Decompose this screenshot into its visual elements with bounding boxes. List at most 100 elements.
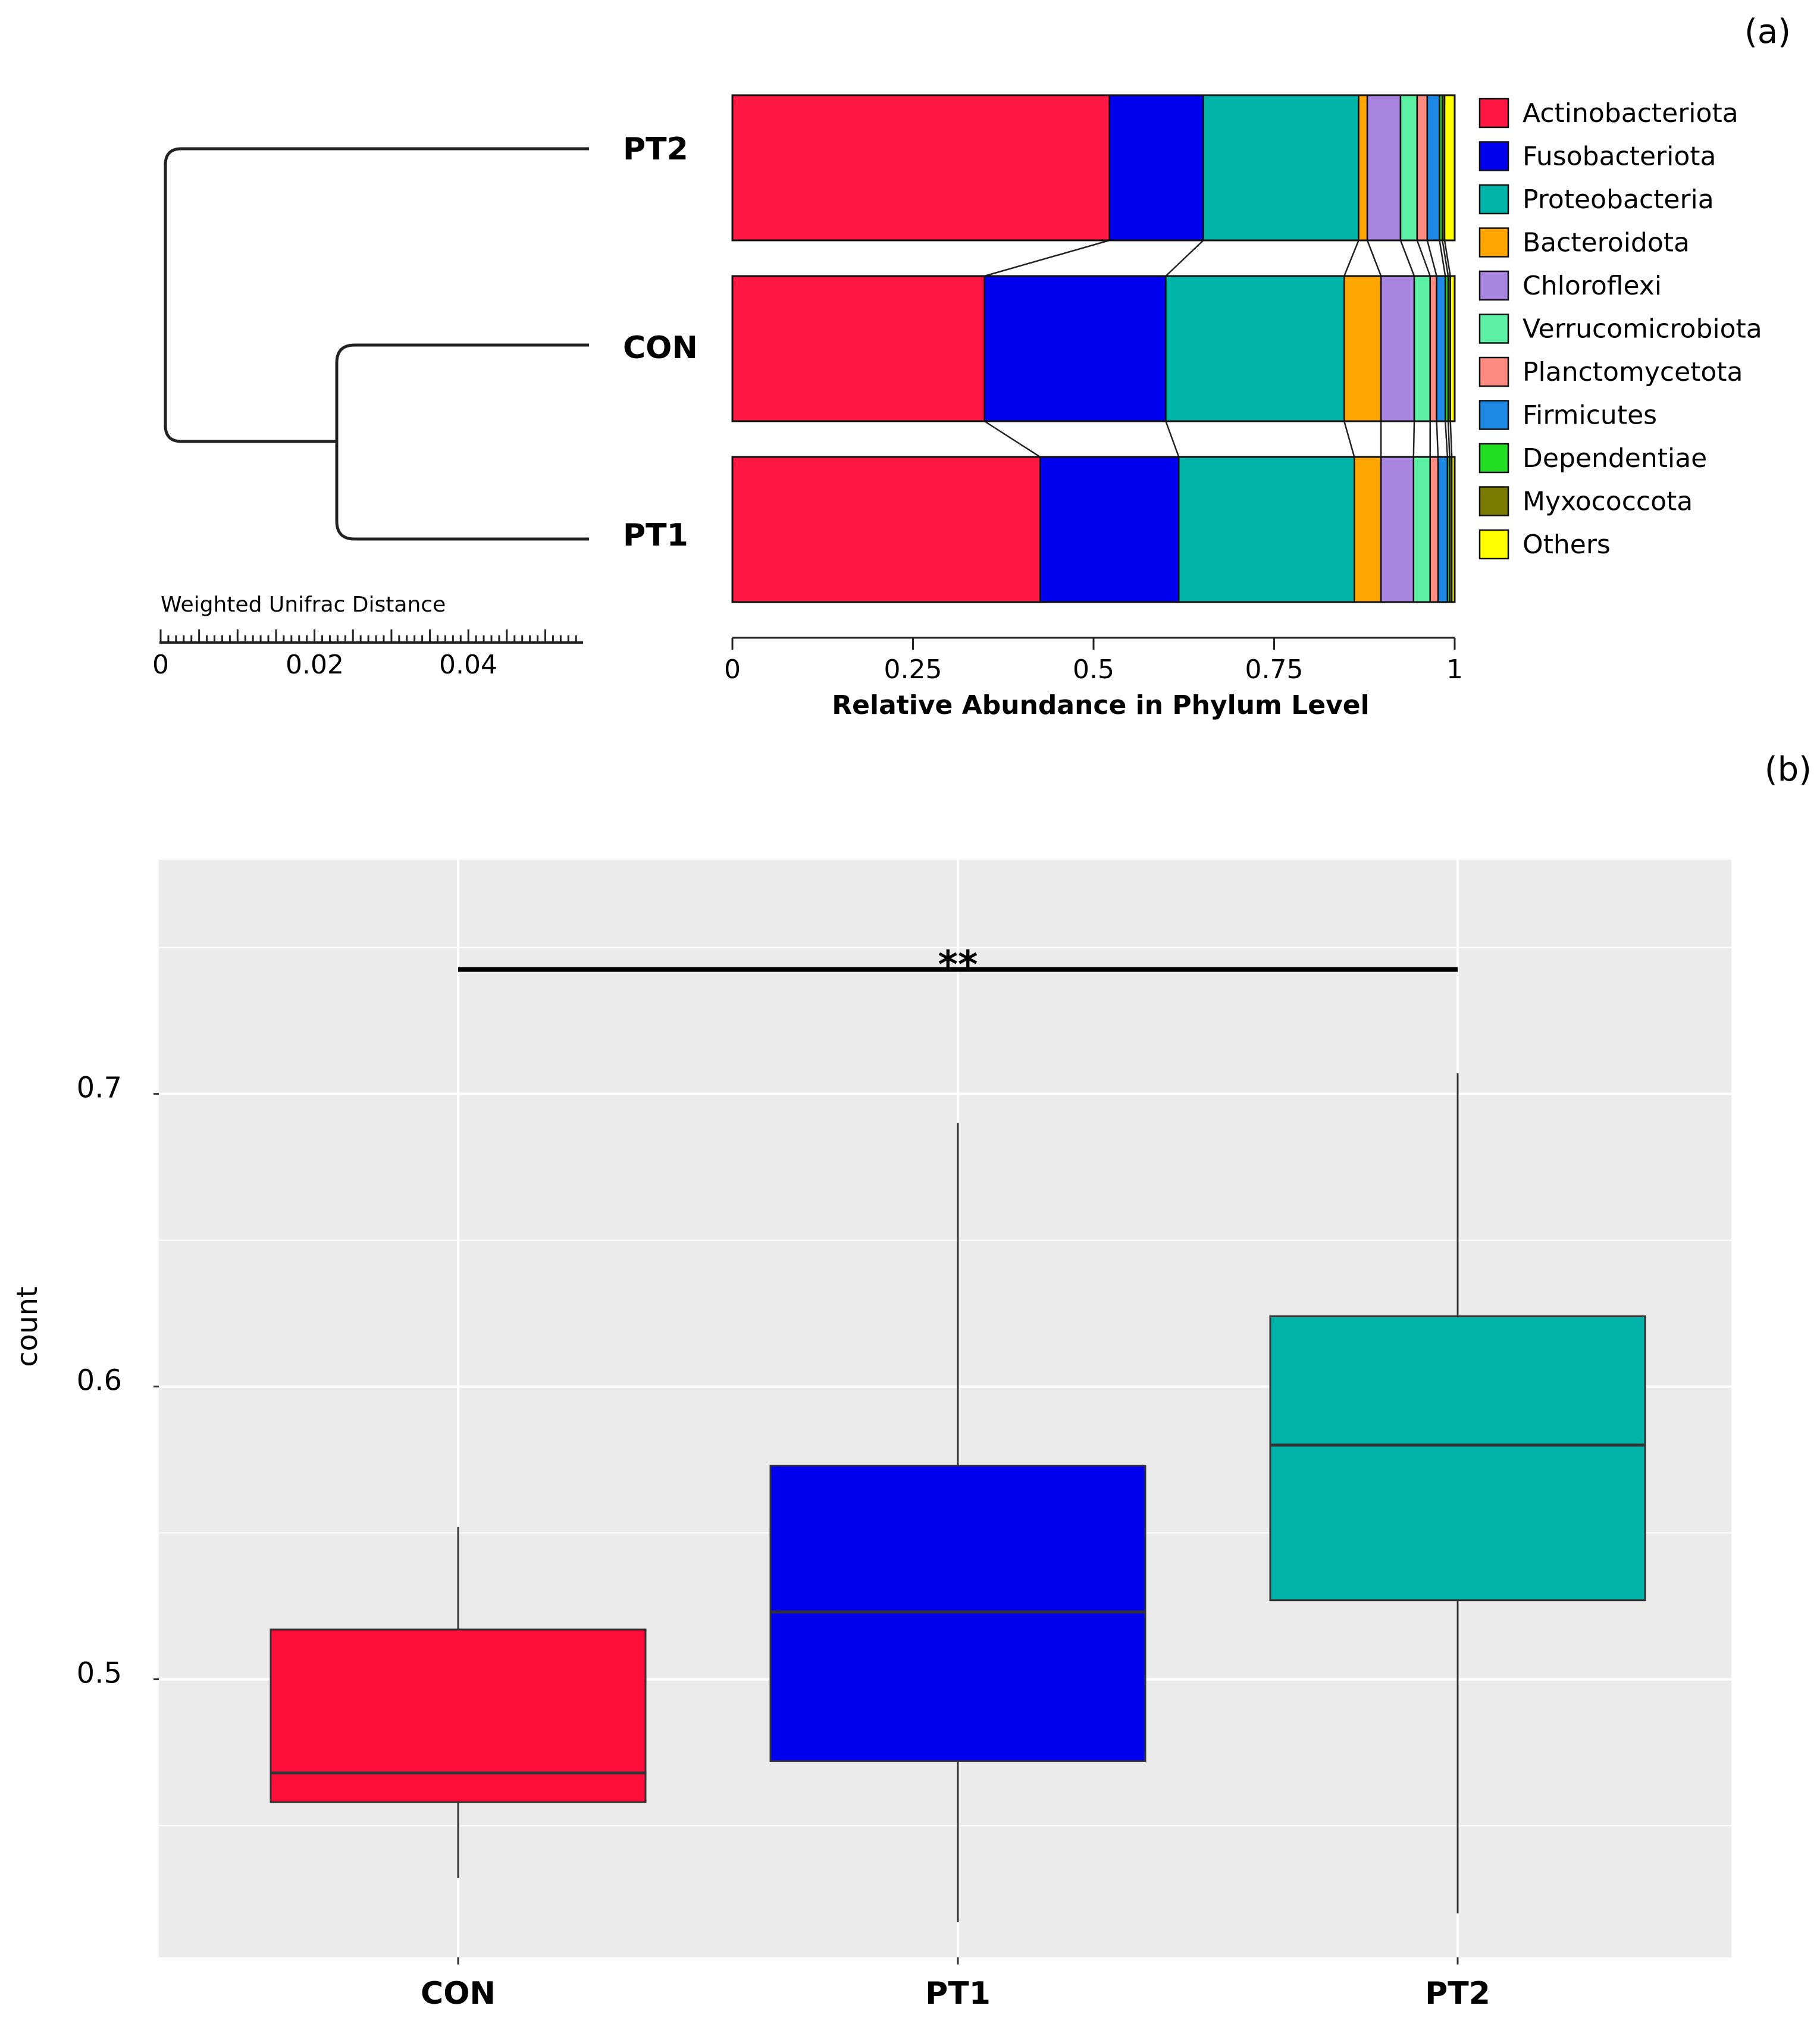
bar-connector — [1399, 240, 1415, 277]
dendrogram-tick-label-004: 0.04 — [439, 650, 497, 680]
bar-segment-con-chloroflexi — [1380, 275, 1415, 422]
bar-connector — [984, 239, 1110, 277]
bar-segment-pt2-bacteroidota — [1358, 94, 1368, 242]
bar-connector — [1165, 421, 1180, 458]
legend-label-myxococcota: Myxococcota — [1523, 487, 1693, 517]
dendrogram-tick-label-002: 0.02 — [286, 650, 344, 680]
box-con — [270, 1628, 647, 1803]
legend-swatch-firmicutes — [1478, 400, 1509, 430]
box-pt2 — [1269, 1315, 1646, 1602]
dendrogram-branch-root — [164, 147, 589, 443]
bar-connector — [1449, 421, 1453, 458]
legend-label-others: Others — [1523, 529, 1611, 560]
bar-segment-pt1-bacteroidota — [1354, 456, 1382, 603]
legend: Actinobacteriota Fusobacteriota Proteobact… — [1478, 98, 1762, 560]
legend-swatch-chloroflexi — [1478, 270, 1509, 301]
dendrogram-branch-con-pt1 — [335, 343, 589, 541]
bar-segment-con-proteobacteria — [1165, 275, 1345, 422]
bar-segment-con-planctomycetota — [1429, 275, 1437, 422]
panel-label-a: (a) — [1744, 12, 1791, 51]
legend-swatch-fusobacteriota — [1478, 141, 1509, 171]
bar-segment-pt2-verrucomicrobiota — [1399, 94, 1418, 242]
legend-swatch-dependentiae — [1478, 443, 1509, 474]
bar-outline-pt1 — [731, 456, 1456, 603]
box-plot-axes: 0.5 0.6 0.7 CON PT1 PT2 — [77, 1071, 1490, 2011]
legend-label-chloroflexi: Chloroflexi — [1523, 271, 1662, 301]
box-plot-x-label-pt1: PT1 — [925, 1976, 991, 2011]
bar-connector — [984, 420, 1041, 458]
box-plot-y-axis-title: count — [11, 1286, 44, 1367]
bar-connector — [1443, 240, 1451, 277]
stacked-bar-x-tick-label: 0.5 — [1073, 654, 1114, 685]
bar-segment-con-verrucomicrobiota — [1413, 275, 1431, 422]
box-plot-x-label-con: CON — [421, 1976, 496, 2011]
dendrogram: PT2 CON PT1 Weighted Unifrac Distance 0 … — [152, 131, 698, 680]
legend-label-actinobacteriota: Actinobacteriota — [1523, 98, 1738, 129]
bar-connector — [1444, 421, 1449, 458]
bar-connector — [1416, 240, 1431, 277]
bar-segment-pt2-firmicutes — [1426, 94, 1440, 242]
stacked-bar-x-tick-label: 0.75 — [1245, 654, 1304, 685]
bar-segment-pt2-proteobacteria — [1202, 94, 1359, 242]
stacked-bar-chart: 0 0.25 0.5 0.75 1 Relative Abundance in Phyl… — [724, 94, 1762, 720]
bar-connector — [1447, 421, 1451, 458]
bar-outline-pt2 — [731, 94, 1456, 242]
dendrogram-leaf-pt2: PT2 — [623, 131, 688, 167]
legend-swatch-others — [1478, 529, 1509, 560]
bar-connector — [1366, 240, 1382, 277]
bar-segment-pt1-verrucomicrobiota — [1412, 456, 1431, 603]
legend-label-planctomycetota: Planctomycetota — [1523, 357, 1743, 387]
box-plot-boxes — [270, 1073, 1646, 1922]
bar-connector — [1436, 421, 1439, 458]
bar-connector — [1165, 240, 1204, 277]
box-plot-y-tick-label: 0.5 — [77, 1657, 122, 1690]
stacked-bar-x-axis: 0 0.25 0.5 0.75 1 — [724, 637, 1463, 685]
dendrogram-leaf-con: CON — [623, 330, 698, 366]
bar-outline-con — [731, 275, 1456, 422]
legend-label-firmicutes: Firmicutes — [1523, 400, 1657, 431]
bar-connector — [1343, 421, 1355, 458]
legend-label-proteobacteria: Proteobacteria — [1523, 184, 1714, 215]
legend-label-fusobacteriota: Fusobacteriota — [1523, 142, 1716, 172]
legend-swatch-proteobacteria — [1478, 184, 1509, 215]
bar-segment-pt2-others — [1443, 94, 1456, 242]
panel-label-b: (b) — [1765, 750, 1812, 789]
legend-label-bacteroidota: Bacteroidota — [1523, 228, 1690, 258]
bar-segment-pt2-planctomycetota — [1416, 94, 1429, 242]
bar-segment-pt2-actinobacteriota — [731, 94, 1110, 242]
bar-connector — [1439, 240, 1446, 277]
legend-label-verrucomicrobiota: Verrucomicrobiota — [1523, 314, 1762, 344]
box-plot-x-label-pt2: PT2 — [1425, 1976, 1490, 2011]
significance-annotation: ** — [458, 944, 1458, 988]
legend-swatch-bacteroidota — [1478, 227, 1509, 258]
stacked-bar-x-tick-label: 0 — [724, 654, 741, 685]
stacked-bars — [731, 94, 1456, 603]
significance-label: ** — [938, 944, 978, 988]
dendrogram-tick-label-0: 0 — [152, 650, 169, 680]
legend-swatch-myxococcota — [1478, 486, 1509, 516]
bar-segment-pt1-chloroflexi — [1380, 456, 1415, 603]
bar-segment-con-actinobacteriota — [731, 275, 985, 422]
bar-segment-con-fusobacteriota — [983, 275, 1167, 422]
legend-swatch-verrucomicrobiota — [1478, 314, 1509, 344]
bar-segment-pt1-firmicutes — [1437, 456, 1449, 603]
legend-swatch-planctomycetota — [1478, 356, 1509, 387]
bar-connector — [1442, 240, 1449, 277]
box-plot-y-tick-label: 0.6 — [77, 1364, 122, 1398]
bar-segment-pt2-fusobacteriota — [1108, 94, 1204, 242]
legend-label-dependentiae: Dependentiae — [1523, 443, 1707, 474]
bar-segment-pt1-fusobacteriota — [1039, 456, 1180, 603]
stacked-bar-x-tick-label: 1 — [1446, 654, 1463, 685]
bar-segment-con-firmicutes — [1436, 275, 1446, 422]
bar-segment-con-bacteroidota — [1343, 275, 1382, 422]
bar-segment-pt1-planctomycetota — [1429, 456, 1439, 603]
bar-segment-pt2-chloroflexi — [1366, 94, 1402, 242]
bar-segment-pt1-proteobacteria — [1178, 456, 1355, 603]
dendrogram-scale-ticks — [159, 629, 583, 644]
bar-segment-pt1-actinobacteriota — [731, 456, 1041, 603]
box-plot: 0.5 0.6 0.7 CON PT1 PT2 count ** — [11, 860, 1731, 2011]
bar-connector — [1426, 240, 1437, 277]
stacked-bar-x-axis-title: Relative Abundance in Phylum Level — [832, 690, 1369, 720]
legend-swatch-actinobacteriota — [1478, 98, 1509, 129]
